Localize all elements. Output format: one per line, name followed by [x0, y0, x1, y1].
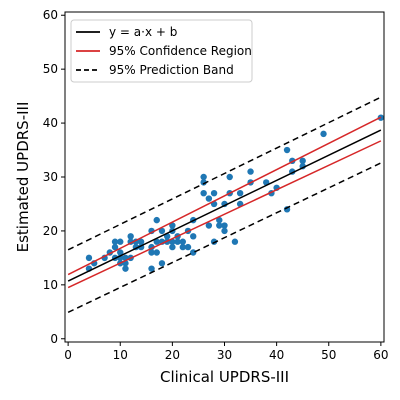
data-point: [158, 260, 166, 267]
data-point: [122, 265, 129, 272]
data-point: [205, 222, 213, 229]
data-point: [221, 222, 228, 229]
x-tick-label: 0: [64, 348, 72, 362]
y-tick-label: 10: [43, 278, 58, 292]
y-tick-label: 60: [43, 8, 58, 22]
series-layer: [67, 96, 384, 314]
legend-label: 95% Confidence Region: [109, 44, 252, 58]
legend-label: y = a·x + b: [109, 25, 177, 39]
x-tick-label: 40: [269, 348, 284, 362]
data-point: [210, 189, 218, 197]
confidence-region-lower: [67, 140, 382, 289]
data-point: [231, 238, 239, 245]
data-point: [216, 222, 223, 229]
confidence-region-upper: [67, 116, 382, 276]
data-point: [226, 173, 233, 181]
data-point: [153, 216, 160, 224]
data-point: [158, 227, 166, 235]
x-tick-label: 60: [373, 348, 388, 362]
data-point: [169, 222, 176, 229]
data-point: [153, 249, 160, 256]
data-point: [236, 189, 244, 197]
x-tick-label: 50: [321, 348, 336, 362]
fit-line: [67, 129, 382, 282]
legend-frame: [70, 19, 253, 83]
data-point: [179, 238, 187, 245]
x-tick-label: 10: [113, 348, 128, 362]
data-point: [169, 243, 176, 251]
data-point: [148, 249, 155, 256]
prediction-band-upper: [67, 96, 382, 251]
data-point: [117, 249, 124, 256]
data-point: [221, 227, 228, 235]
data-point: [299, 157, 306, 165]
x-axis-title: Clinical UPDRS-III: [160, 368, 289, 386]
data-point: [117, 238, 124, 245]
data-point: [200, 179, 207, 186]
x-tick-label: 20: [165, 348, 180, 362]
y-tick-label: 20: [43, 224, 58, 238]
legend: y = a·x + b 95% Confidence Region 95% Pred…: [70, 19, 253, 83]
data-point: [184, 243, 192, 251]
y-axis-title: Estimated UPDRS-III: [14, 102, 32, 253]
y-tick-label: 0: [50, 332, 58, 346]
legend-label: 95% Prediction Band: [109, 63, 234, 77]
data-point: [320, 130, 327, 138]
data-point: [174, 238, 181, 245]
ticks-layer: 0 10 20 30 40 50 60 0 10 20 30 40 50 60: [43, 8, 389, 362]
y-tick-label: 40: [43, 116, 58, 130]
y-tick-label: 30: [43, 170, 58, 184]
data-point: [148, 265, 155, 272]
data-point: [283, 146, 291, 154]
data-point: [85, 254, 93, 262]
prediction-band-lower: [67, 162, 382, 314]
data-point: [216, 216, 223, 224]
data-point: [137, 238, 145, 245]
data-point: [200, 173, 207, 181]
data-point: [179, 243, 187, 251]
data-point: [153, 238, 160, 245]
data-point: [205, 195, 213, 202]
data-point: [190, 249, 197, 256]
data-point: [127, 233, 134, 240]
data-point: [247, 168, 254, 175]
x-tick-label: 30: [217, 348, 232, 362]
data-point: [111, 238, 119, 245]
data-point: [200, 189, 207, 197]
y-tick-label: 50: [43, 62, 58, 76]
data-point: [111, 243, 119, 251]
data-point: [190, 233, 197, 240]
